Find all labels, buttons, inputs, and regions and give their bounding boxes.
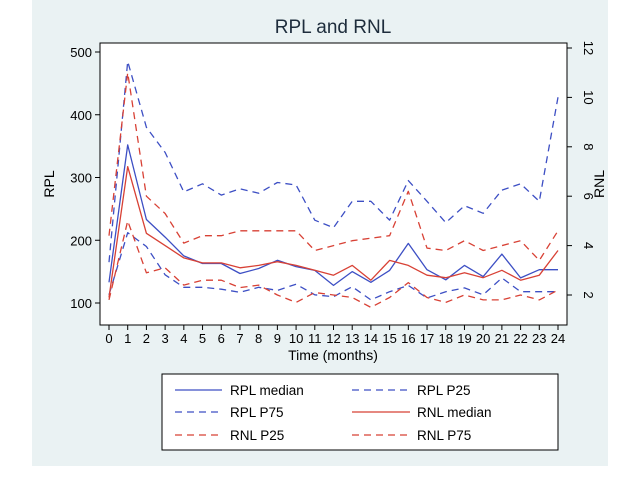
x-tick-label: 15 <box>382 331 396 346</box>
x-tick-label: 17 <box>420 331 434 346</box>
y-right-tick-label: 4 <box>581 242 596 249</box>
x-tick-label: 22 <box>513 331 527 346</box>
legend: RPL median RPL P25 RPL P75 RNL median RNL P2… <box>161 373 559 451</box>
y-left-tick-label: 200 <box>70 233 92 248</box>
series-line-rpl-median <box>108 144 558 287</box>
series-line-rnl-median <box>108 165 559 298</box>
axes: 0 1 2 3 4 5 6 7 8 9 10 11 12 13 14 15 16 17 18 19 20 21 22 23 24… <box>70 41 596 346</box>
y-right-tick-label: 8 <box>581 143 596 150</box>
y-left-tick-label: 100 <box>70 296 92 311</box>
x-tick-label: 0 <box>105 331 112 346</box>
y-left-tick-label: 400 <box>70 108 92 123</box>
legend-label-rpl-p25: RPL P25 <box>417 383 471 398</box>
x-tick-label: 3 <box>162 331 169 346</box>
x-tick-label: 1 <box>124 331 131 346</box>
legend-label-rpl-median: RPL median <box>230 383 304 398</box>
x-tick-label: 23 <box>532 331 546 346</box>
chart-title: RPL and RNL <box>275 17 392 38</box>
y-right-tick-label: 10 <box>581 90 596 104</box>
x-tick-label: 18 <box>439 331 453 346</box>
x-tick-label: 21 <box>495 331 509 346</box>
series-layer <box>108 60 559 309</box>
x-tick-label: 24 <box>551 331 565 346</box>
x-tick-label: 14 <box>364 331 378 346</box>
series-line-rnl-p75 <box>108 72 559 262</box>
x-tick-label: 5 <box>199 331 206 346</box>
series-line-rpl-p25 <box>108 232 558 301</box>
legend-label-rpl-p75: RPL P75 <box>230 405 284 420</box>
x-tick-label: 12 <box>326 331 340 346</box>
y-right-tick-label: 6 <box>581 193 596 200</box>
x-tick-label: 20 <box>476 331 490 346</box>
x-tick-label: 9 <box>274 331 281 346</box>
legend-label-rnl-p75: RNL P75 <box>417 428 471 443</box>
y-axis-title-right: RNL <box>591 170 607 198</box>
legend-label-rnl-median: RNL median <box>417 405 492 420</box>
x-axis-title: Time (months) <box>288 347 378 363</box>
x-tick-label: 16 <box>401 331 415 346</box>
y-right-tick-label: 2 <box>581 291 596 298</box>
x-tick-label: 2 <box>143 331 150 346</box>
y-axis-title-left: RPL <box>41 170 57 197</box>
x-tick-label: 11 <box>308 331 322 346</box>
x-tick-label: 8 <box>255 331 262 346</box>
x-tick-label: 10 <box>289 331 303 346</box>
x-tick-label: 4 <box>180 331 187 346</box>
plot-area <box>99 42 568 326</box>
x-tick-label: 13 <box>345 331 359 346</box>
y-right-tick-label: 12 <box>581 41 596 55</box>
y-left-tick-label: 300 <box>70 171 92 186</box>
x-tick-label: 7 <box>236 331 243 346</box>
x-tick-label: 19 <box>457 331 471 346</box>
x-tick-label: 6 <box>218 331 225 346</box>
y-left-tick-label: 500 <box>70 45 92 60</box>
legend-label-rnl-p25: RNL P25 <box>230 428 284 443</box>
series-line-rpl-p75 <box>108 60 559 263</box>
series-line-rnl-p25 <box>108 220 559 309</box>
